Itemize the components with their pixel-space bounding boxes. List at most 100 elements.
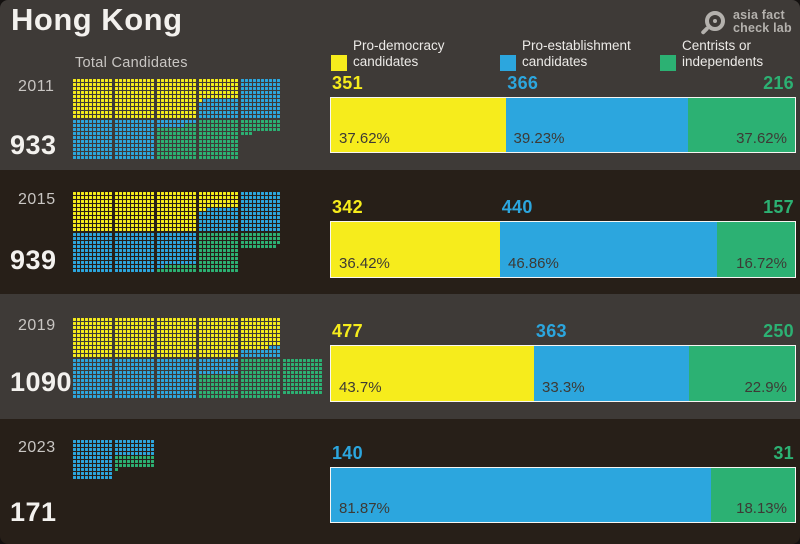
waffle-dot bbox=[261, 334, 264, 337]
waffle-dot bbox=[85, 440, 88, 443]
waffle-dot bbox=[77, 444, 80, 447]
waffle-dot bbox=[311, 387, 314, 390]
waffle-dot bbox=[207, 128, 210, 131]
waffle-dot bbox=[227, 375, 230, 378]
count-labels-2023: 140 31 bbox=[330, 442, 796, 464]
waffle-dot bbox=[203, 103, 206, 106]
waffle-dot bbox=[173, 79, 176, 82]
waffle-dot bbox=[227, 140, 230, 143]
waffle-dot bbox=[245, 318, 248, 321]
waffle-dot bbox=[97, 208, 100, 211]
waffle-dot bbox=[269, 228, 272, 231]
waffle-dot bbox=[241, 107, 244, 110]
waffle-dot bbox=[81, 120, 84, 123]
waffle-dot bbox=[105, 253, 108, 256]
waffle-dot bbox=[207, 152, 210, 155]
waffle-dot bbox=[235, 261, 238, 264]
waffle-dot bbox=[269, 334, 272, 337]
waffle-dot bbox=[151, 79, 154, 82]
waffle-dot bbox=[151, 444, 154, 447]
waffle-block bbox=[157, 233, 196, 272]
waffle-dot bbox=[81, 224, 84, 227]
waffle-dot bbox=[265, 192, 268, 195]
waffle-dot bbox=[181, 330, 184, 333]
waffle-dot bbox=[151, 111, 154, 114]
waffle-dot bbox=[185, 228, 188, 231]
waffle-dot bbox=[177, 375, 180, 378]
waffle-dot bbox=[81, 375, 84, 378]
waffle-dot bbox=[199, 318, 202, 321]
waffle-dot bbox=[211, 241, 214, 244]
waffle-dot bbox=[199, 391, 202, 394]
waffle-dot bbox=[227, 95, 230, 98]
waffle-dot bbox=[101, 128, 104, 131]
waffle-dot bbox=[135, 216, 138, 219]
waffle-dot bbox=[123, 326, 126, 329]
waffle-dot bbox=[101, 330, 104, 333]
waffle-dot bbox=[181, 124, 184, 127]
waffle-dot bbox=[219, 132, 222, 135]
waffle-dot bbox=[131, 228, 134, 231]
waffle-dot bbox=[249, 330, 252, 333]
waffle-dot bbox=[223, 115, 226, 118]
waffle-dot bbox=[177, 237, 180, 240]
waffle-dot bbox=[77, 350, 80, 353]
waffle-block bbox=[241, 233, 280, 248]
waffle-dot bbox=[261, 212, 264, 215]
waffle-dot bbox=[177, 144, 180, 147]
waffle-dot bbox=[199, 120, 202, 123]
waffle-dot bbox=[165, 350, 168, 353]
waffle-dot bbox=[223, 342, 226, 345]
waffle-dot bbox=[147, 233, 150, 236]
waffle-dot bbox=[139, 241, 142, 244]
waffle-dot bbox=[215, 200, 218, 203]
waffle-dot bbox=[193, 91, 196, 94]
waffle-dot bbox=[93, 468, 96, 471]
waffle-dot bbox=[131, 91, 134, 94]
waffle-dot bbox=[119, 359, 122, 362]
waffle-dot bbox=[73, 216, 76, 219]
waffle-dot bbox=[185, 200, 188, 203]
waffle-dot bbox=[151, 95, 154, 98]
waffle-dot bbox=[115, 237, 118, 240]
waffle-dot bbox=[307, 383, 310, 386]
waffle-block bbox=[157, 120, 196, 159]
waffle-dot bbox=[143, 192, 146, 195]
waffle-dot bbox=[177, 257, 180, 260]
waffle-dot bbox=[81, 334, 84, 337]
waffle-dot bbox=[261, 220, 264, 223]
waffle-dot bbox=[139, 391, 142, 394]
waffle-dot bbox=[131, 99, 134, 102]
waffle-dot bbox=[231, 220, 234, 223]
waffle-dot bbox=[207, 375, 210, 378]
waffle-dot bbox=[105, 395, 108, 398]
waffle-dot bbox=[115, 387, 118, 390]
waffle-dot bbox=[277, 375, 280, 378]
waffle-dot bbox=[269, 359, 272, 362]
waffle-dot bbox=[207, 241, 210, 244]
waffle-dot bbox=[273, 95, 276, 98]
waffle-dot bbox=[151, 87, 154, 90]
legend-label-line1: Centrists or bbox=[682, 38, 752, 53]
waffle-dot bbox=[73, 395, 76, 398]
waffle-dot bbox=[101, 326, 104, 329]
waffle-dot bbox=[189, 338, 192, 341]
waffle-dot bbox=[123, 318, 126, 321]
waffle-dot bbox=[223, 387, 226, 390]
waffle-dot bbox=[127, 233, 130, 236]
waffle-dot bbox=[223, 124, 226, 127]
waffle-dot bbox=[257, 204, 260, 207]
waffle-dot bbox=[241, 115, 244, 118]
waffle-dot bbox=[245, 204, 248, 207]
waffle-dot bbox=[235, 91, 238, 94]
waffle-dot bbox=[115, 371, 118, 374]
waffle-dot bbox=[81, 367, 84, 370]
waffle-block bbox=[115, 120, 154, 159]
waffle-dot bbox=[135, 375, 138, 378]
waffle-dot bbox=[269, 245, 272, 248]
waffle-dot bbox=[177, 103, 180, 106]
waffle-dot bbox=[109, 241, 112, 244]
waffle-dot bbox=[211, 95, 214, 98]
waffle-dot bbox=[143, 359, 146, 362]
waffle-dot bbox=[203, 87, 206, 90]
